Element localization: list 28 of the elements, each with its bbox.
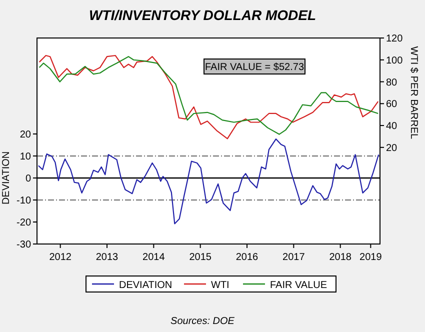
y2-tick-label: 80 [386,77,398,88]
x-tick-label: 2019 [360,252,382,263]
legend-label: WTI [211,280,230,291]
y-tick-label: 20 [20,129,32,140]
y-tick-label: 0 [25,173,32,184]
x-tick-label: 2015 [189,252,212,263]
x-tick-label: 2016 [236,252,259,263]
y2-tick-label: 20 [386,142,398,154]
y-tick-label: -30 [16,240,32,250]
y-tick-label: -10 [16,195,32,206]
x-tick-label: 2018 [329,252,352,263]
y2-tick-label: 60 [386,99,398,110]
x-tick-label: 2013 [96,252,119,263]
y2-tick-label: 40 [386,121,398,132]
y-tick-label: 10 [20,151,32,162]
y-tick-label: -20 [16,217,32,228]
y2-tick-label: 120 [386,34,404,44]
y-axis-title: DEVIATION [1,151,12,205]
legend-label: FAIR VALUE [270,280,328,291]
legend-label: DEVIATION [119,280,172,291]
x-tick-label: 2012 [49,252,72,263]
y2-axis-title: WTI $ PER BARREL [408,46,419,140]
annotation: FAIR VALUE = $52.73 [204,62,304,73]
x-tick-label: 2017 [282,252,306,263]
chart-title: WTI/INVENTORY DOLLAR MODEL [88,7,316,23]
source-note: Sources: DOE [170,316,235,327]
y2-tick-label: 100 [386,55,404,66]
x-tick-label: 2014 [142,252,166,263]
